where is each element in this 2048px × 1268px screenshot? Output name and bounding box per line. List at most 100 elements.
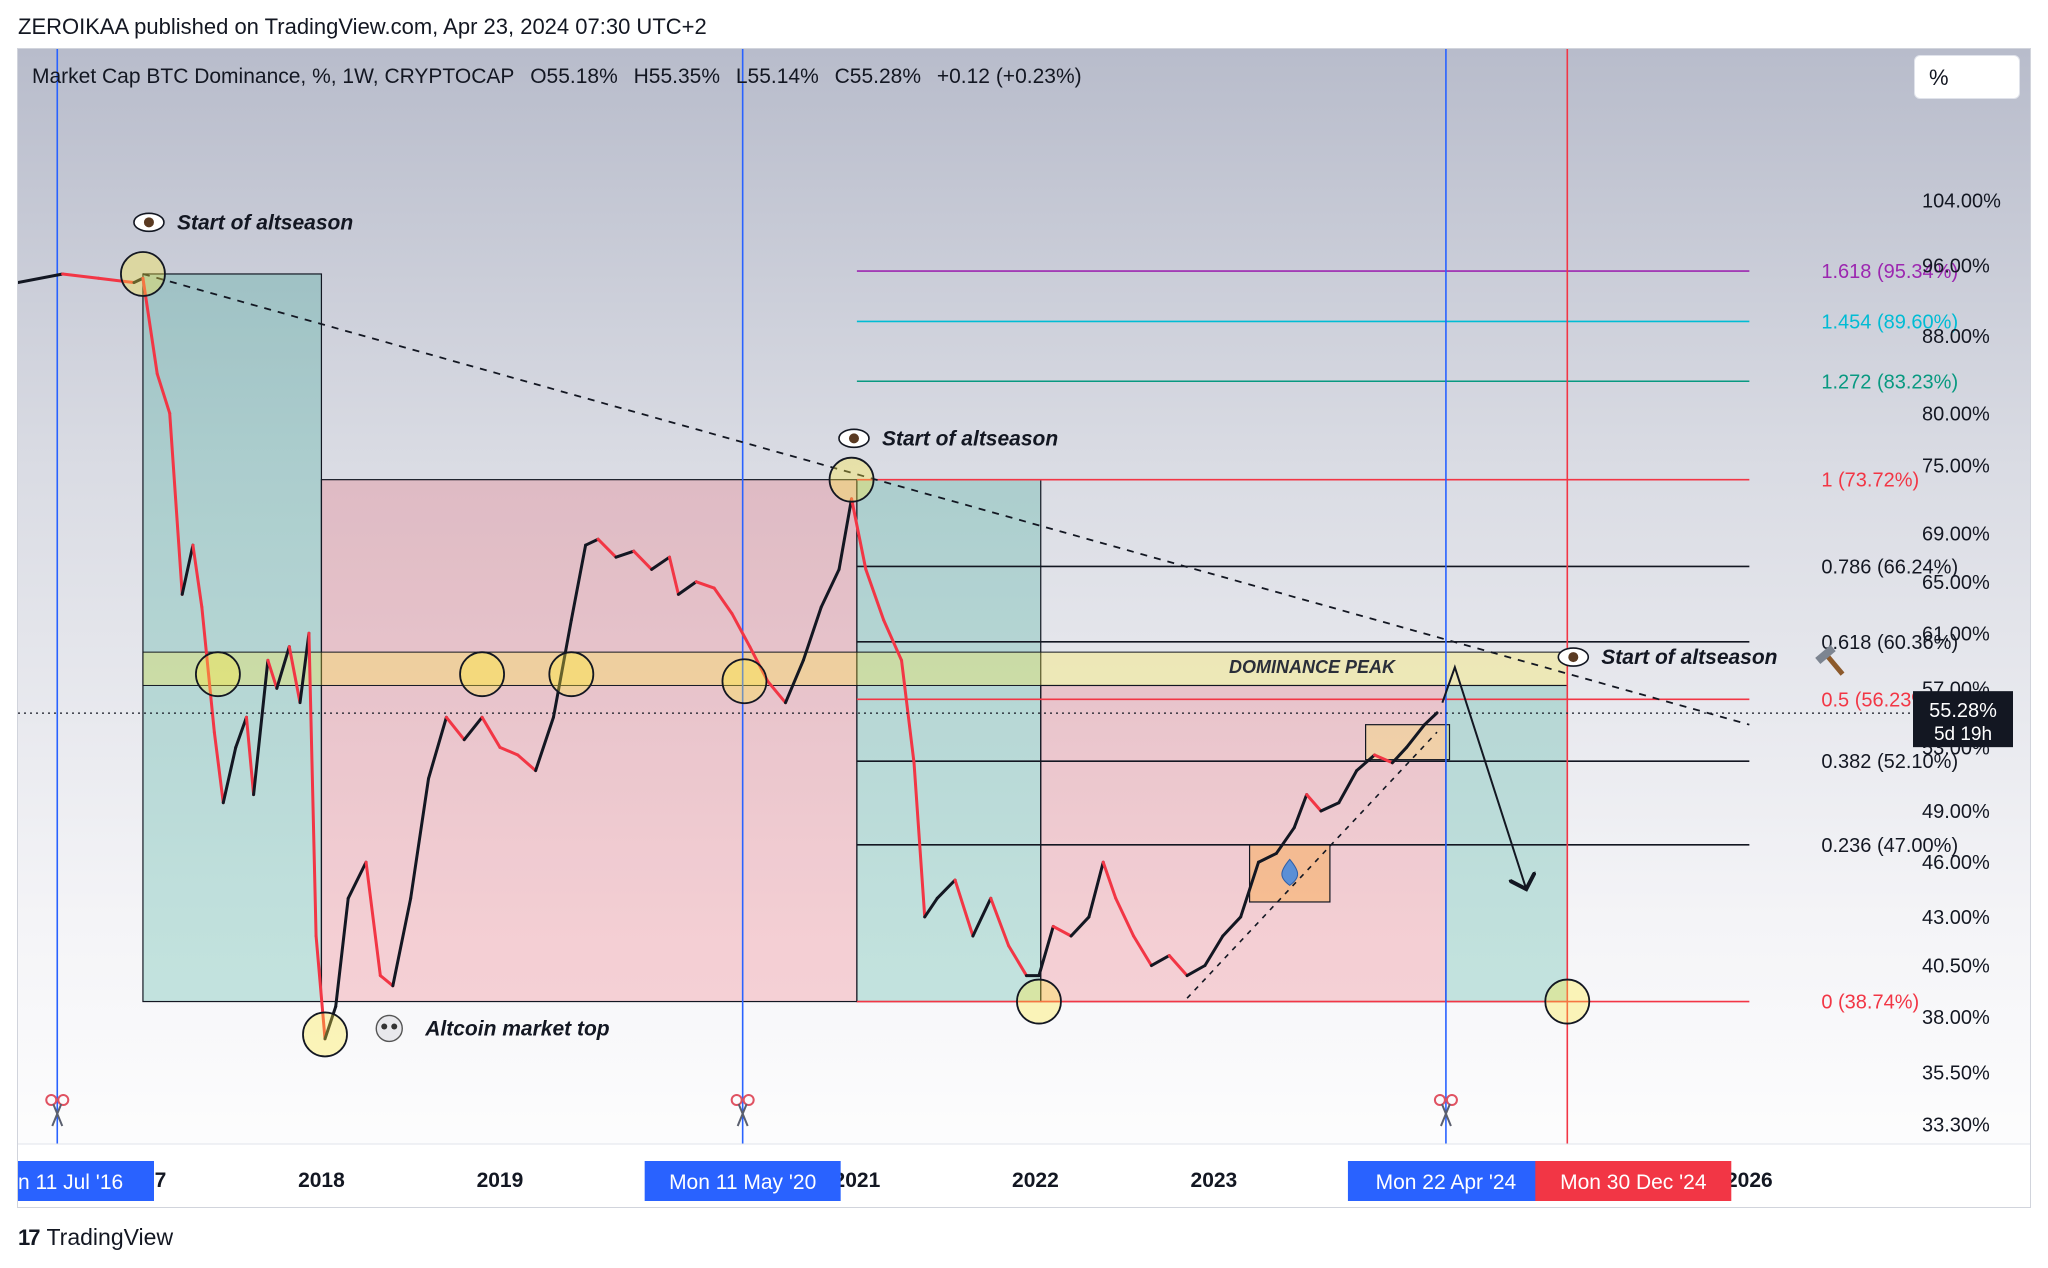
current-price-value: 55.28% <box>1929 700 1997 722</box>
symbol-name: Market Cap BTC Dominance, %, 1W, CRYPTOC… <box>32 65 515 88</box>
publish-info: ZEROIKAA published on TradingView.com, A… <box>18 14 707 39</box>
price-segment-14 <box>244 715 256 797</box>
price-segment-36 <box>551 618 573 719</box>
tradingview-logo-text: TradingView <box>46 1224 174 1250</box>
tradingview-logo[interactable]: 17 TradingView <box>18 1224 173 1251</box>
date-badge-1 <box>644 1161 841 1201</box>
fib-level-label-5: 0.618 (60.36%) <box>1821 632 1958 654</box>
y-axis-tick-label: 65.00% <box>1922 572 1990 594</box>
eye-icon <box>848 433 859 444</box>
green-zone-4[interactable] <box>1445 684 1568 1003</box>
price-segment-66 <box>1037 924 1055 978</box>
price-segment-88 <box>1405 723 1427 749</box>
annotation-label-3: Altcoin market top <box>424 1017 610 1040</box>
date-badge-3 <box>1535 1161 1732 1201</box>
y-axis-tick-label: 49.00% <box>1922 801 1990 823</box>
chart-pane[interactable]: 1.618 (95.34%) 1.454 (89.60%) 1.272 (83.23… <box>17 48 2031 1208</box>
drop-icon <box>1281 858 1299 886</box>
red-zone-3[interactable] <box>1040 684 1447 1003</box>
price-segment-9 <box>191 543 204 609</box>
date-badge-0 <box>18 1161 154 1201</box>
price-segment-17 <box>275 645 291 690</box>
scissors-handle <box>1445 1094 1458 1106</box>
fib-level-label-3: 1 (73.72%) <box>1821 470 1919 492</box>
scissors-blade <box>736 1103 748 1127</box>
date-badge-2 <box>1347 1161 1544 1201</box>
price-segment-5 <box>141 276 159 376</box>
price-segment-68 <box>1069 915 1091 938</box>
range-box-1[interactable] <box>1365 724 1451 761</box>
ohlc-change: +0.12 (+0.23%) <box>936 65 1082 88</box>
price-segment-43 <box>667 555 680 596</box>
y-axis-tick-label: 35.50% <box>1922 1062 1990 1084</box>
red-zone-1[interactable] <box>320 479 858 1003</box>
price-segment-51 <box>801 605 823 662</box>
y-axis-tick-label: 69.00% <box>1922 523 1990 545</box>
skull-icon <box>381 1023 388 1030</box>
resistance-trendline[interactable] <box>142 273 1750 726</box>
ohlc-close: C55.28% <box>834 65 921 88</box>
price-segment-26 <box>378 974 395 988</box>
price-segment-81 <box>1292 793 1309 830</box>
highlight-circle-3[interactable] <box>459 651 505 698</box>
date-badge-label-3: Mon 30 Dec '24 <box>1560 1171 1707 1194</box>
ohlc-high: H55.35% <box>633 65 721 88</box>
price-segment-34 <box>516 753 538 773</box>
annotation-label-0: Start of altseason <box>177 211 353 234</box>
price-segment-25 <box>364 860 382 978</box>
price-segment-71 <box>1114 896 1136 938</box>
scissors-handle <box>45 1094 58 1106</box>
green-zone-0[interactable] <box>142 273 323 1003</box>
price-segment-50 <box>784 658 805 705</box>
price-segment-44 <box>676 580 698 596</box>
chart-canvas[interactable]: 1.618 (95.34%) 1.454 (89.60%) 1.272 (83.23… <box>18 49 2031 1208</box>
price-segment-76 <box>1203 934 1225 968</box>
annotation-label-2: Start of altseason <box>1601 646 1777 669</box>
symbol-header: Market Cap BTC Dominance, %, 1W, CRYPTOC… <box>32 65 1092 89</box>
price-segment-22 <box>323 1005 338 1041</box>
highlight-circle-7[interactable] <box>1016 978 1062 1025</box>
price-segment-41 <box>632 549 654 571</box>
price-segment-24 <box>346 860 368 900</box>
date-badge-label-2: Mon 22 Apr '24 <box>1376 1171 1517 1194</box>
price-segment-30 <box>444 715 466 742</box>
highlight-circle-8[interactable] <box>1544 978 1591 1025</box>
price-segment-57 <box>900 658 916 765</box>
hammer-icon <box>1815 644 1836 664</box>
dominance-peak-band[interactable] <box>142 651 1568 686</box>
price-segment-18 <box>287 645 302 705</box>
annotation-label-1: Start of altseason <box>882 427 1058 450</box>
price-segment-86 <box>1373 753 1394 765</box>
price-segment-20 <box>307 631 318 938</box>
percent-scale-button[interactable]: % <box>1914 55 2020 99</box>
highlight-circle-6[interactable] <box>828 456 875 503</box>
y-axis-tick-label: 33.30% <box>1922 1114 1990 1136</box>
y-axis-tick-label: 40.50% <box>1922 956 1990 978</box>
price-segment-77 <box>1221 915 1243 938</box>
price-segment-84 <box>1337 769 1359 805</box>
scissors-blade <box>1439 1103 1451 1127</box>
date-badge-label-1: Mon 11 May '20 <box>669 1171 816 1194</box>
fib-level-label-2: 1.272 (83.23%) <box>1821 371 1958 393</box>
scissors-handle <box>1433 1094 1446 1106</box>
eye-icon <box>143 217 154 228</box>
green-zone-2[interactable] <box>856 479 1042 1003</box>
highlight-circle-4[interactable] <box>548 651 595 698</box>
scissors-icon <box>730 1094 755 1127</box>
highlight-circle-5[interactable] <box>721 658 768 705</box>
price-segment-21 <box>314 934 327 1041</box>
y-axis-tick-label: 43.00% <box>1922 907 1990 929</box>
projection-arrow[interactable] <box>1441 664 1526 889</box>
price-segment-2 <box>61 272 100 280</box>
price-segment-82 <box>1305 793 1323 813</box>
scissors-icon <box>1433 1094 1458 1127</box>
fib-level-label-1: 1.454 (89.60%) <box>1821 311 1958 333</box>
x-axis-tick-label: 2023 <box>1191 1169 1238 1192</box>
highlight-circle-0[interactable] <box>120 251 166 297</box>
price-segment-59 <box>923 896 939 919</box>
highlight-circle-2[interactable] <box>302 1011 348 1058</box>
highlight-circle-1[interactable] <box>195 651 241 698</box>
x-axis-tick-label: 2019 <box>477 1169 524 1192</box>
price-segment-56 <box>882 618 904 662</box>
y-axis-tick-label: 104.00% <box>1922 191 2001 213</box>
